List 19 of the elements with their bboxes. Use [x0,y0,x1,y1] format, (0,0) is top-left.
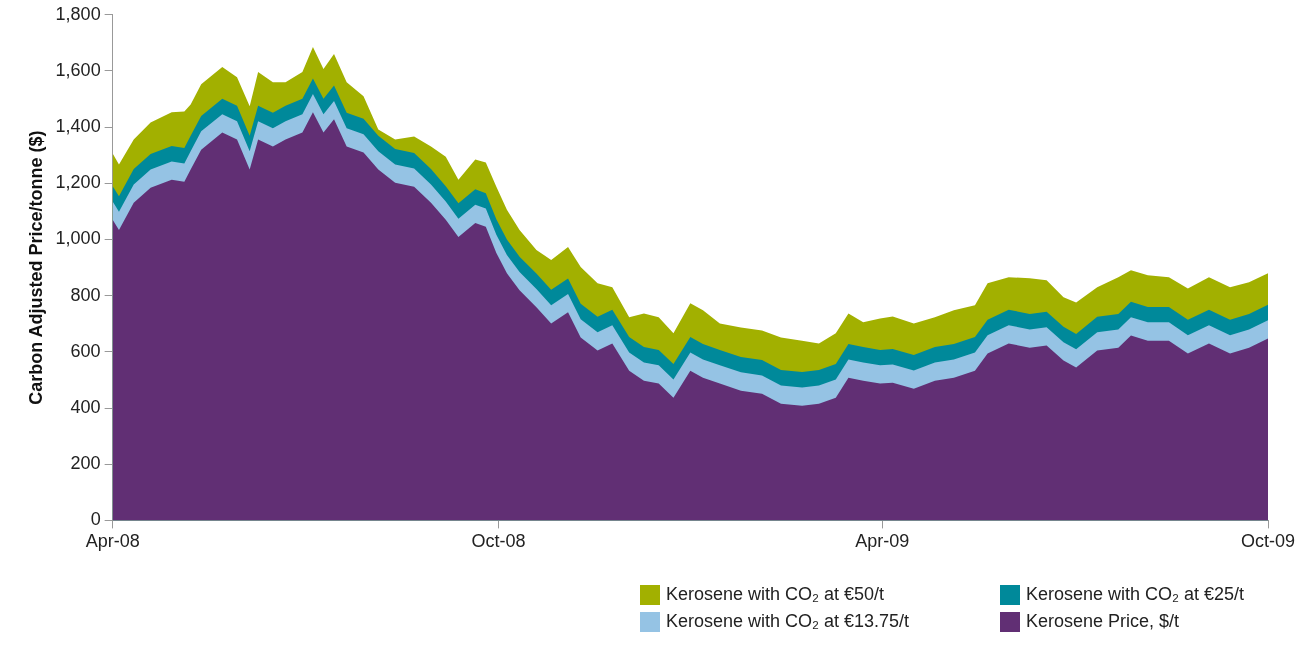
legend-label: Kerosene Price, $/t [1026,611,1180,632]
legend-label: Kerosene with CO₂ at €50/t [666,584,885,605]
legend-label: Kerosene with CO₂ at €25/t [1026,584,1245,605]
y-tick-label: 1,600 [55,59,101,80]
y-axis-title: Carbon Adjusted Price/tonne ($) [25,130,46,405]
y-tick-label: 0 [90,509,101,530]
y-tick-label: 1,200 [55,172,101,193]
y-tick-label: 200 [70,453,101,474]
y-tick-label: 800 [70,284,101,305]
y-tick-label: 1,000 [55,228,101,249]
y-tick-label: 400 [70,397,101,418]
x-tick-label: Oct-09 [1240,531,1296,552]
y-tick-label: 600 [70,340,101,361]
x-tick-label: Apr-09 [855,531,910,552]
x-tick-label: Apr-08 [85,531,140,552]
y-tick-label: 1,400 [55,116,101,137]
x-tick-label: Oct-08 [471,531,526,552]
legend-label: Kerosene with CO₂ at €13.75/t [666,611,910,632]
y-tick-label: 1,800 [55,3,101,24]
